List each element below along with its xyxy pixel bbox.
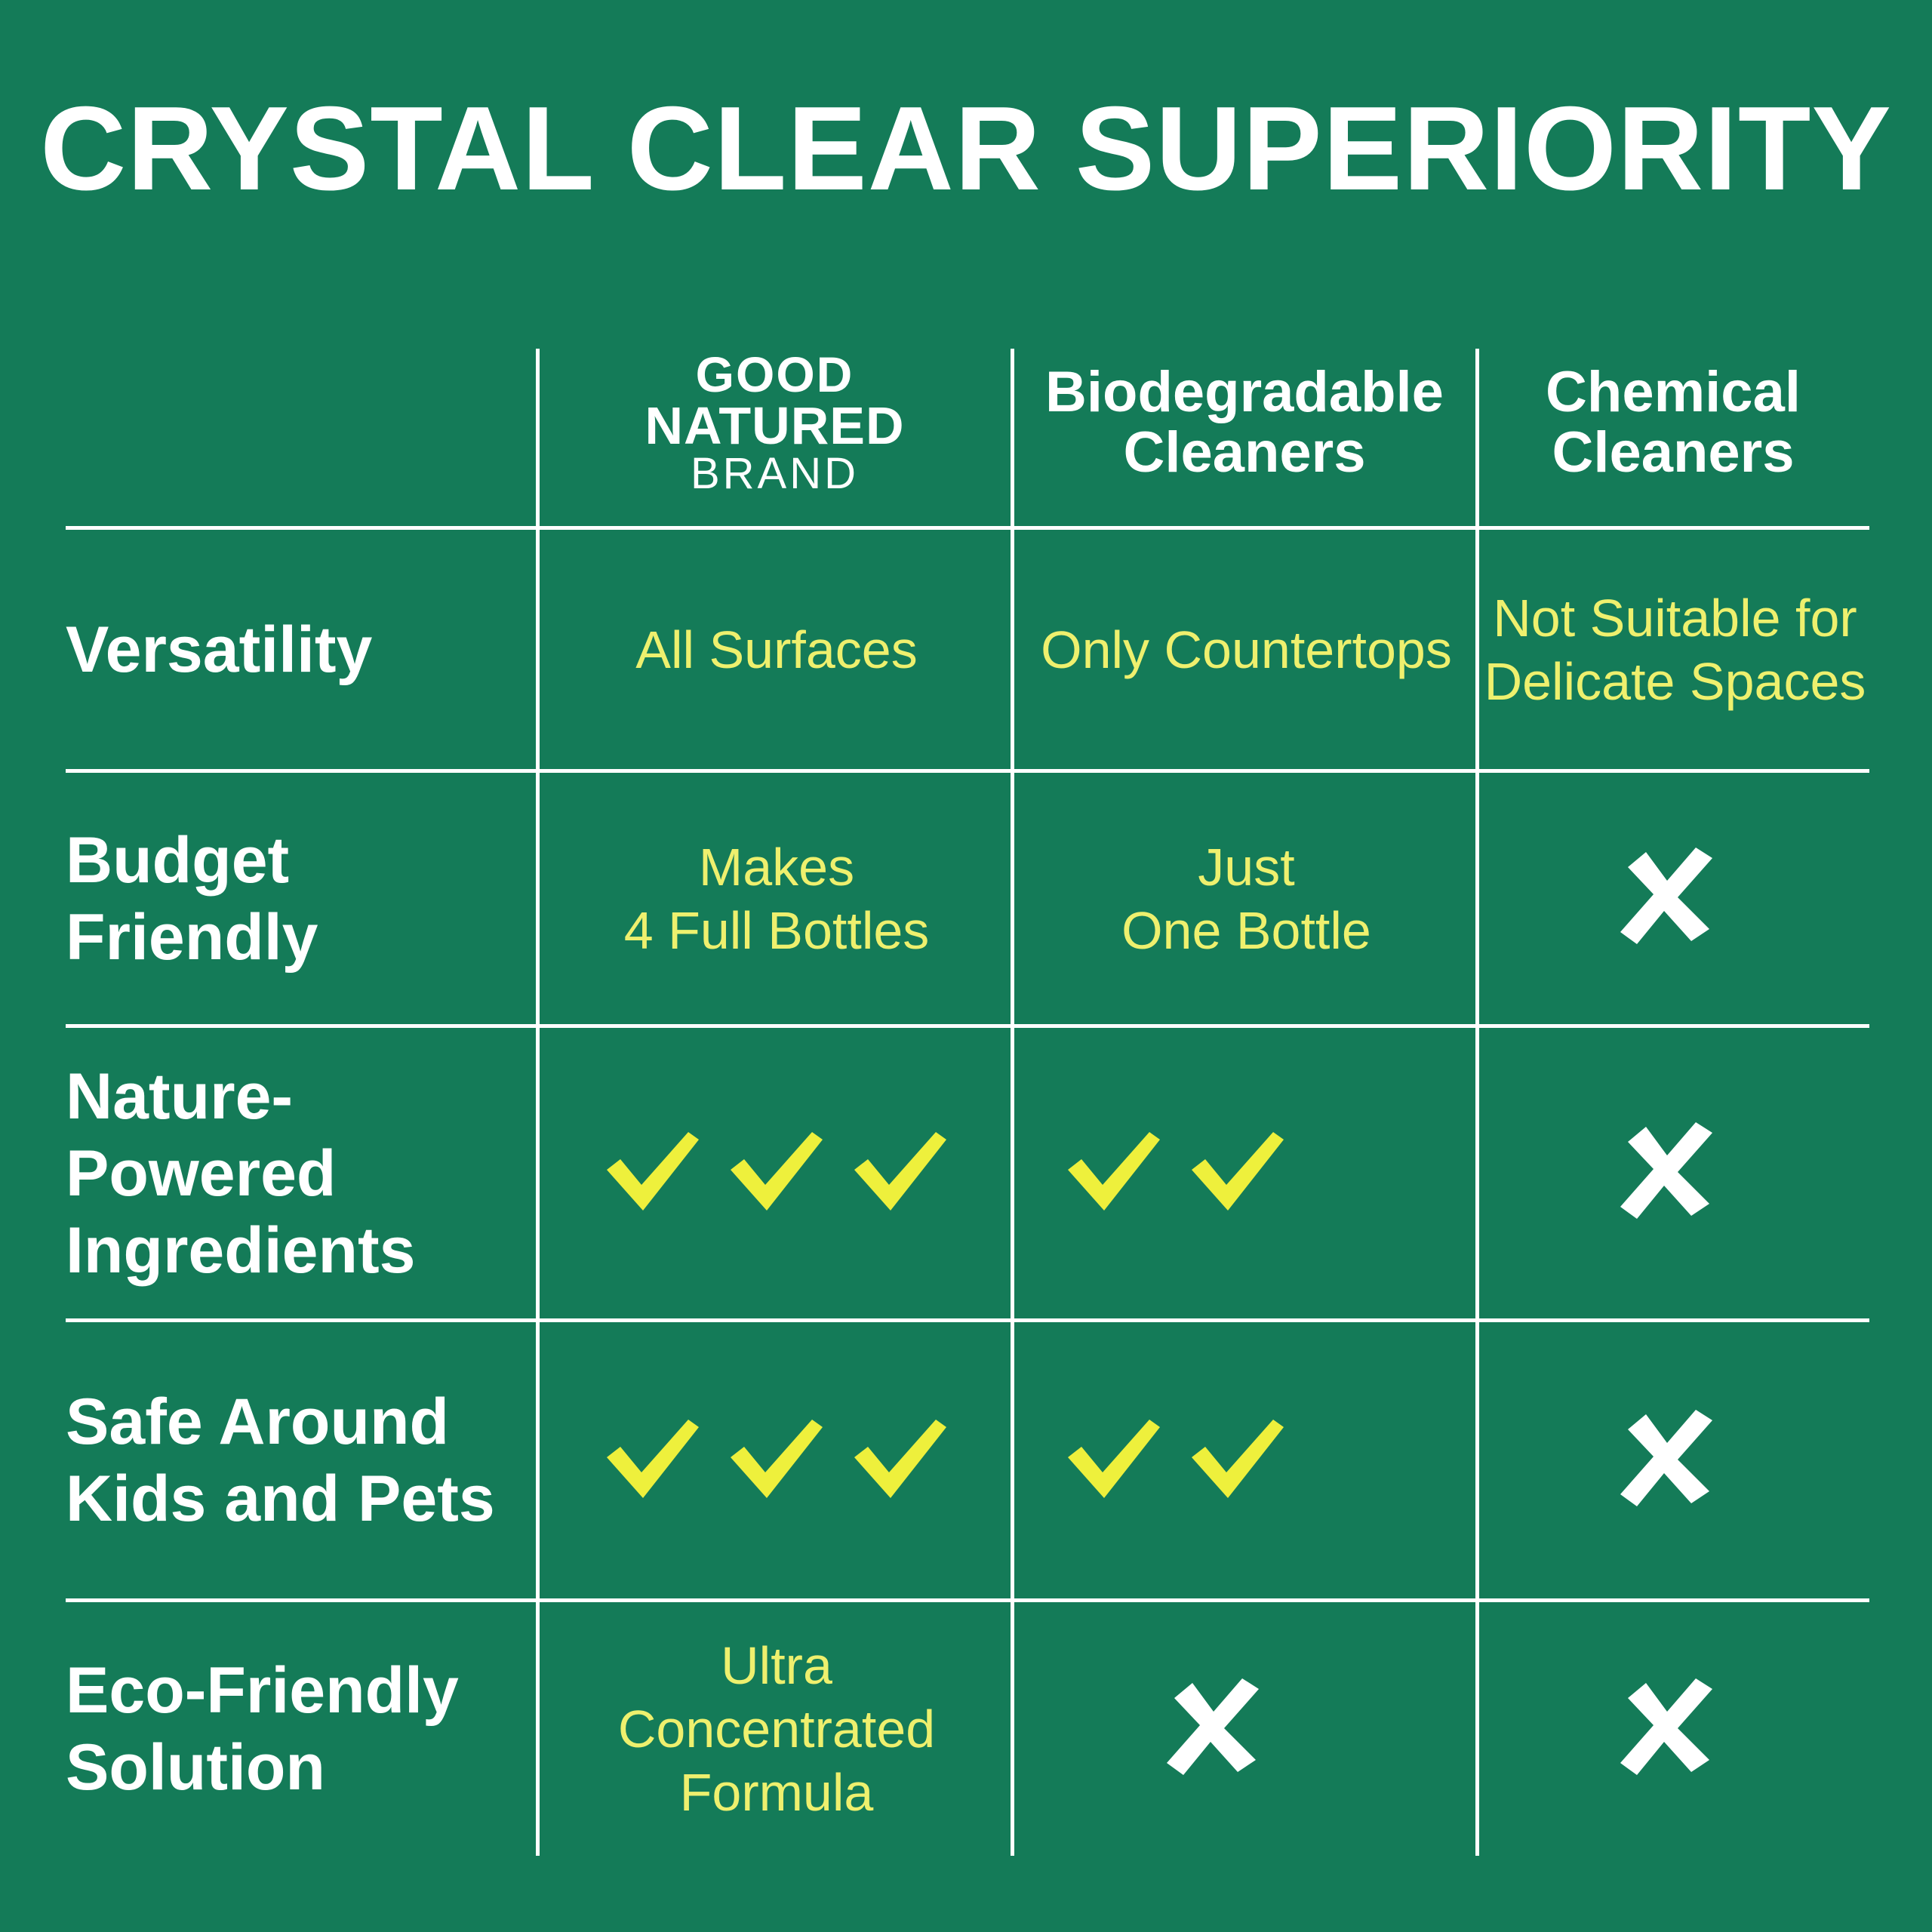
table-cell (541, 1322, 1012, 1598)
header-biodegradable-cleaners: Biodegradable Cleaners (1045, 359, 1444, 485)
table-cell (541, 1028, 1012, 1318)
cell-text: Only Countertops (1041, 620, 1452, 679)
header-chemical-cleaners: Chemical Cleaners (1546, 359, 1801, 485)
row-divider (66, 1318, 1869, 1322)
icon-group (1620, 1122, 1715, 1224)
row-divider (66, 1024, 1869, 1028)
page-title: CRYSTAL CLEAR SUPERIORITY (40, 82, 1892, 215)
table-cell (1016, 1028, 1477, 1318)
row-divider (66, 769, 1869, 773)
cell-text: All Surfaces (635, 620, 918, 679)
check-icon (1065, 1417, 1163, 1505)
cell-text: Makes 4 Full Bottles (623, 837, 930, 960)
check-icon (851, 1417, 949, 1505)
check-icon (1189, 1417, 1287, 1505)
icon-group (1167, 1678, 1261, 1780)
table-cell (1481, 1322, 1869, 1598)
table-cell (1481, 1602, 1869, 1856)
table-cell: All Surfaces (541, 530, 1012, 769)
header-good-natured-brand: GOOD NATURED BRAND (537, 349, 1012, 496)
cross-icon (1620, 848, 1715, 949)
cell-text: Not Suitable for Delicate Spaces (1484, 588, 1866, 711)
table-cell (1481, 1028, 1869, 1318)
table-cell: Makes 4 Full Bottles (541, 773, 1012, 1024)
icon-group (1065, 1129, 1287, 1217)
row-label: Nature- Powered Ingredients (66, 1060, 416, 1287)
check-icon (728, 1129, 826, 1217)
column-divider (1475, 349, 1479, 1856)
cross-icon (1620, 1122, 1715, 1224)
brand-logo: GOOD NATURED BRAND (645, 349, 904, 496)
table-cell (1016, 1322, 1477, 1598)
icon-group (1620, 1678, 1715, 1780)
icon-group (604, 1129, 949, 1217)
table-cell: Only Countertops (1016, 530, 1477, 769)
check-icon (1189, 1129, 1287, 1217)
brand-logo-line: NATURED (645, 395, 905, 455)
row-label: Versatility (66, 613, 373, 686)
row-label: Budget Friendly (66, 823, 318, 974)
cross-icon (1620, 1678, 1715, 1780)
brand-logo-line: BRAND (690, 448, 859, 498)
column-divider (1011, 349, 1014, 1856)
icon-group (1620, 1409, 1715, 1512)
table-cell: Not Suitable for Delicate Spaces (1481, 530, 1869, 769)
icon-group (1065, 1417, 1287, 1505)
check-icon (604, 1129, 702, 1217)
row-divider (66, 1598, 1869, 1602)
table-cell: Ultra Concentrated Formula (541, 1602, 1012, 1856)
table-cell (1016, 1602, 1477, 1856)
brand-logo-line: GOOD (695, 346, 854, 402)
check-icon (604, 1417, 702, 1505)
row-divider (66, 526, 1869, 530)
cell-text: Just One Bottle (1121, 837, 1371, 960)
check-icon (851, 1129, 949, 1217)
cell-text: Ultra Concentrated Formula (617, 1636, 936, 1822)
column-divider (536, 349, 540, 1856)
check-icon (1065, 1129, 1163, 1217)
cross-icon (1167, 1678, 1261, 1780)
check-icon (728, 1417, 826, 1505)
table-cell: Just One Bottle (1016, 773, 1477, 1024)
table-cell (1481, 773, 1869, 1024)
row-label: Eco-Friendly Solution (66, 1654, 459, 1804)
cross-icon (1620, 1409, 1715, 1512)
icon-group (1620, 848, 1715, 949)
icon-group (604, 1417, 949, 1505)
row-label: Safe Around Kids and Pets (66, 1386, 495, 1535)
